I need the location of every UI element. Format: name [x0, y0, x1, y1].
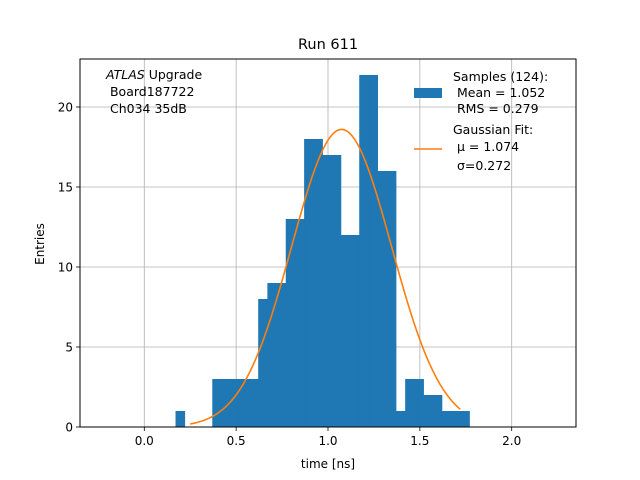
gaussian-fit-layer: [190, 128, 461, 425]
histogram-bar: [239, 379, 250, 427]
annotation-block: ATLAS Upgrade Board187722 Ch034 35dB: [105, 67, 202, 116]
y-tick-label: 10: [58, 261, 73, 275]
histogram-bar: [460, 411, 470, 427]
legend: Samples (124): Mean = 1.052 RMS = 0.279 …: [414, 69, 548, 173]
y-axis-label: Entries: [33, 223, 47, 265]
x-axis-label: time [ns]: [301, 457, 355, 471]
histogram-bar: [313, 139, 323, 427]
histogram-bar: [331, 155, 342, 427]
y-tick-label: 20: [58, 101, 73, 115]
y-tick-label: 5: [65, 341, 73, 355]
histogram-bar: [294, 219, 305, 427]
histogram-bar: [175, 411, 186, 427]
histogram-bar: [304, 139, 314, 427]
histogram-bar: [451, 411, 461, 427]
annotation-upgrade: Upgrade: [145, 67, 203, 82]
histogram-bar: [350, 235, 360, 427]
histogram-bar: [212, 379, 222, 427]
histogram-bar: [285, 219, 296, 427]
gaussian-fit-line: [190, 128, 461, 425]
y-tick-label: 0: [65, 421, 73, 435]
histogram-bar: [414, 379, 424, 427]
annotation-atlas: ATLAS: [105, 67, 145, 82]
histogram-bar: [395, 411, 406, 427]
histogram-bar: [359, 75, 369, 427]
histogram-bar: [386, 171, 397, 427]
histogram-bar: [230, 379, 241, 427]
histogram-bars: [175, 75, 470, 427]
legend-fit-line-1: Gaussian Fit:: [453, 122, 533, 137]
y-tick-label: 15: [58, 181, 73, 195]
histogram-bar: [377, 171, 388, 427]
y-axis-ticks: 0 5 10 15 20: [58, 101, 80, 435]
histogram-bar: [423, 395, 434, 427]
x-axis-ticks: 0.0 0.5 1.0 1.5 2.0: [135, 427, 521, 448]
legend-samples-line-3: RMS = 0.279: [453, 101, 539, 116]
histogram-bar: [249, 379, 259, 427]
x-tick-label: 1.0: [318, 434, 337, 448]
histogram-bar: [276, 283, 287, 427]
histogram-bar: [267, 283, 277, 427]
histogram-bar: [322, 155, 333, 427]
chart-title: Run 611: [298, 37, 358, 53]
x-tick-label: 1.5: [410, 434, 429, 448]
x-tick-label: 0.0: [135, 434, 154, 448]
annotation-line-3: Ch034 35dB: [106, 101, 187, 116]
legend-samples-line-2: Mean = 1.052: [453, 85, 545, 100]
histogram-bar: [432, 395, 443, 427]
annotation-line-2: Board187722: [106, 84, 194, 99]
histogram-bar: [441, 411, 452, 427]
histogram-bar: [405, 379, 415, 427]
annotation-line-1: ATLAS Upgrade: [105, 67, 202, 82]
legend-samples-swatch: [414, 88, 442, 98]
histogram-bar: [368, 75, 378, 427]
legend-samples-line-1: Samples (124):: [453, 69, 548, 84]
x-tick-label: 2.0: [502, 434, 521, 448]
histogram-bar: [221, 379, 232, 427]
legend-fit-line-3: σ=0.272: [453, 158, 511, 173]
histogram-bar: [340, 235, 351, 427]
histogram-bar: [258, 299, 268, 427]
legend-fit-line-2: μ = 1.074: [453, 139, 519, 154]
x-tick-label: 0.5: [227, 434, 246, 448]
